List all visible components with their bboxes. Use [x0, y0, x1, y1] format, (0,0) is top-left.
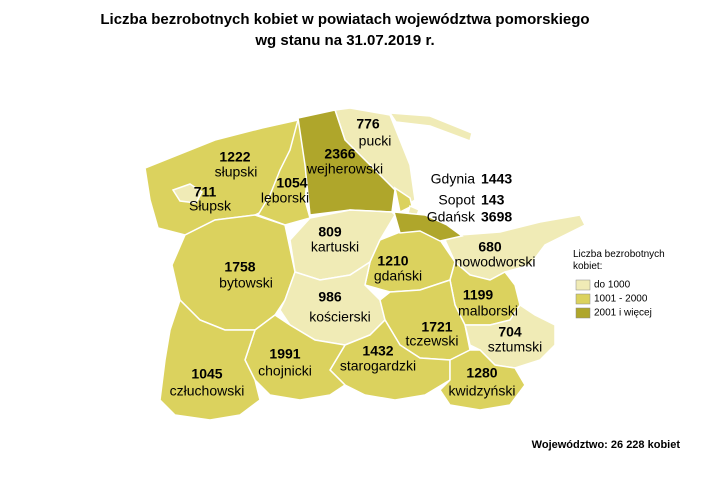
subtitle: wg stanu na 31.07.2019 r. [254, 32, 434, 49]
region [159, 298, 261, 421]
region-value: 1991 [269, 346, 300, 362]
region [388, 112, 473, 142]
legend-title: Liczba bezrobotnych kobiet: [573, 249, 665, 272]
region-value: 704 [498, 324, 522, 340]
region-value: 1758 [224, 259, 255, 275]
region [171, 183, 203, 204]
city-value: 1443 [481, 171, 512, 187]
region-name: słupski [215, 164, 258, 180]
region-name: kościerski [309, 309, 370, 325]
region [297, 109, 396, 216]
region-value: 1721 [421, 319, 452, 335]
region-name: sztumski [488, 339, 542, 355]
region-name: kwidzyński [449, 383, 516, 399]
region-name: gdański [374, 268, 422, 284]
region [464, 303, 556, 369]
city-value: 3698 [481, 209, 512, 225]
city [392, 211, 464, 242]
region-name: człuchowski [170, 383, 245, 399]
legend-label: do 1000 [594, 280, 631, 291]
region-name: malborski [458, 303, 518, 319]
footer: Województwo: 26 228 kobiet [532, 439, 681, 451]
region-value: 1222 [219, 149, 250, 165]
region-value: 986 [318, 289, 342, 305]
legend-label: 1001 - 2000 [594, 294, 648, 305]
region-name: bytowski [219, 275, 273, 291]
city-name: Sopot [438, 192, 475, 208]
region [439, 349, 526, 411]
region-value: 1432 [362, 343, 393, 359]
region-name: nowodworski [455, 254, 536, 270]
region-name: chojnicki [258, 363, 312, 379]
region-name: wejherowski [306, 161, 383, 177]
region-name: Słupsk [189, 198, 232, 214]
region-value: 809 [318, 224, 342, 240]
region-value: 1045 [191, 366, 222, 382]
region-value: 1210 [377, 253, 408, 269]
region-name: pucki [359, 133, 392, 149]
city-name: Gdańsk [427, 209, 476, 225]
city [393, 186, 413, 214]
regions [144, 107, 587, 421]
region-value: 1054 [276, 175, 307, 191]
region-value: 711 [194, 184, 217, 200]
legend-label: 2001 i więcej [594, 308, 652, 319]
region-value: 1199 [463, 287, 494, 303]
region-name: tczewski [406, 333, 459, 349]
title: Liczba bezrobotnych kobiet w powiatach w… [100, 11, 589, 28]
legend-swatch [575, 293, 591, 305]
region [443, 214, 587, 281]
region-name: lęborski [261, 190, 309, 206]
region-name: starogardzki [340, 358, 416, 374]
city-name: Gdynia [431, 171, 476, 187]
region-value: 776 [356, 116, 380, 132]
legend-swatch [575, 279, 591, 291]
region-value: 1280 [466, 365, 497, 381]
region-value: 680 [478, 239, 502, 255]
region-name: kartuski [311, 239, 359, 255]
region-value: 2366 [324, 146, 355, 162]
city-value: 143 [481, 192, 505, 208]
legend-swatch [575, 307, 591, 319]
